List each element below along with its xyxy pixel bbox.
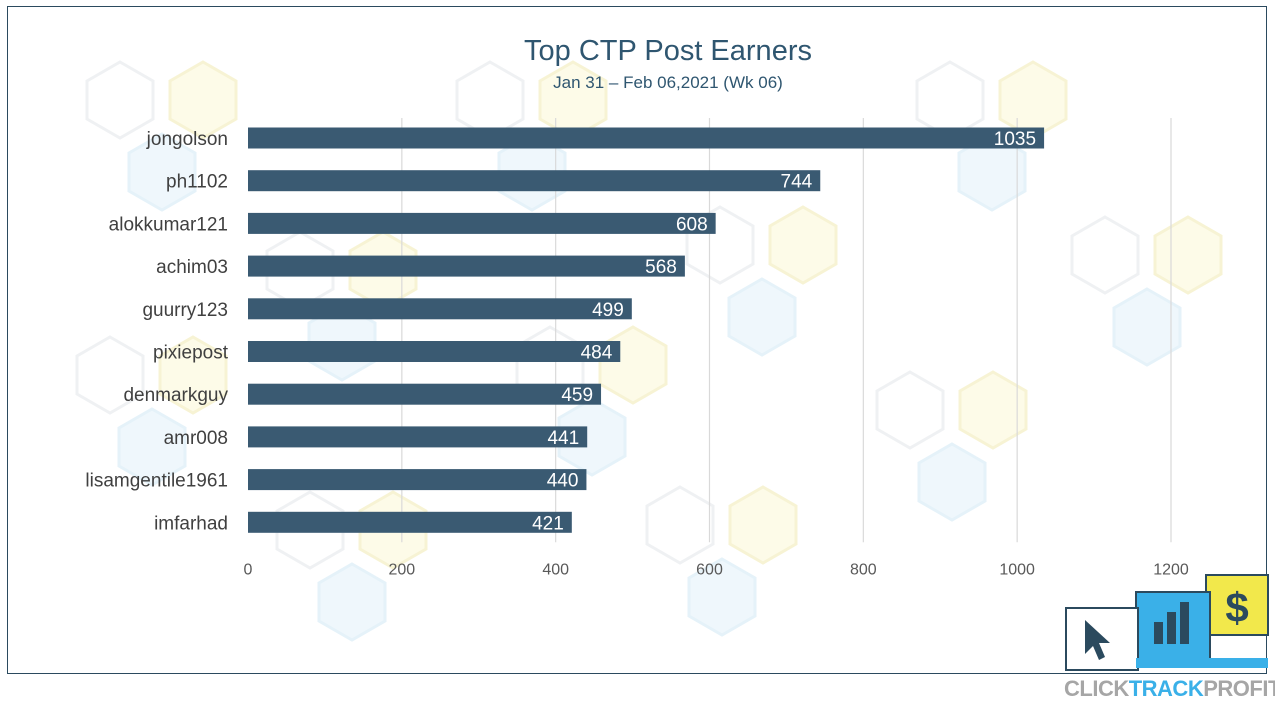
bar-series: jongolson 1035 ph1102 744 alokkumar121 608 ach… (85, 127, 1045, 534)
x-tick-label: 800 (850, 561, 877, 578)
bar-amr008 (248, 426, 588, 448)
bar-ph1102 (248, 170, 821, 192)
x-tick-label: 1200 (1153, 561, 1189, 578)
dollar-icon: $ (1225, 584, 1248, 631)
category-label: pixiepost (153, 343, 229, 364)
bar-imfarhad (248, 511, 572, 533)
cursor-icon (1085, 620, 1110, 660)
category-label: jongolson (146, 129, 228, 150)
logo-underline (1136, 658, 1268, 668)
logo-word-track: TRACK (1129, 676, 1204, 700)
data-label: 421 (532, 513, 564, 534)
data-label: 744 (781, 172, 813, 193)
bar-guurry123 (248, 298, 632, 320)
logo-graphic: $ CLICKTRACKPROFIT (1064, 574, 1280, 701)
bar-denmarkguy (248, 383, 602, 405)
x-tick-label: 400 (542, 561, 569, 578)
category-label: amr008 (164, 428, 228, 449)
logo-word-click: CLICK (1064, 676, 1129, 700)
category-label: ph1102 (166, 172, 228, 193)
x-tick-label: 600 (696, 561, 723, 578)
data-label: 568 (645, 257, 677, 278)
category-label: achim03 (156, 257, 228, 278)
data-label: 440 (547, 471, 579, 492)
logo-wordmark: CLICKTRACKPROFIT (1064, 676, 1275, 700)
chart-title: Top CTP Post Earners (524, 35, 812, 67)
bar-jongolson (248, 127, 1045, 149)
data-label: 459 (561, 385, 593, 406)
data-label: 608 (676, 214, 708, 235)
data-label: 499 (592, 300, 624, 321)
bar-alokkumar121 (248, 212, 716, 234)
data-label: 484 (581, 343, 613, 364)
bar-lisamgentile1961 (248, 469, 587, 491)
data-label: 441 (547, 428, 579, 449)
category-label: alokkumar121 (109, 214, 228, 235)
x-tick-label: 1000 (999, 561, 1035, 578)
x-axis-ticks: 0 200 400 600 800 1000 1200 (244, 561, 1189, 578)
x-tick-label: 0 (244, 561, 253, 578)
category-label: imfarhad (154, 513, 228, 534)
x-tick-label: 200 (388, 561, 415, 578)
logo-word-profit: PROFIT (1203, 676, 1275, 700)
bar-pixiepost (248, 341, 621, 362)
category-label: lisamgentile1961 (85, 471, 228, 492)
data-label: 1035 (994, 129, 1036, 150)
logo-dollar-tile (1205, 574, 1269, 636)
brand-logo: $ CLICKTRACKPROFIT (1060, 572, 1280, 701)
bar-achim03 (248, 255, 685, 277)
bar-chart-icon (1154, 602, 1189, 644)
chart-subtitle: Jan 31 – Feb 06,2021 (Wk 06) (553, 73, 783, 92)
category-label: denmarkguy (123, 385, 228, 406)
category-label: guurry123 (142, 300, 228, 321)
